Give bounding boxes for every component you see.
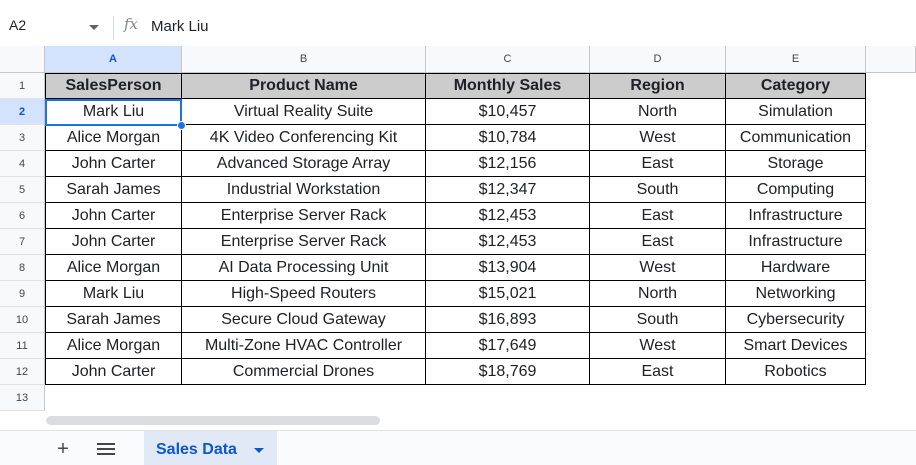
- table-cell[interactable]: Networking: [726, 281, 866, 307]
- table-cell[interactable]: $13,904: [426, 255, 590, 281]
- table-cell[interactable]: $10,457: [426, 99, 590, 125]
- row-header-2[interactable]: 2: [0, 99, 45, 125]
- table-cell[interactable]: Alice Morgan: [45, 255, 182, 281]
- row-header-5[interactable]: 5: [0, 177, 45, 203]
- table-cell[interactable]: Sarah James: [45, 307, 182, 333]
- table-cell[interactable]: $18,769: [426, 359, 590, 385]
- table-cell[interactable]: John Carter: [45, 203, 182, 229]
- table-cell[interactable]: Communication: [726, 125, 866, 151]
- table-cell[interactable]: Simulation: [726, 99, 866, 125]
- table-cell[interactable]: Alice Morgan: [45, 125, 182, 151]
- table-cell[interactable]: Mark Liu: [45, 99, 182, 125]
- row-header-6[interactable]: 6: [0, 203, 45, 229]
- sheet-tab-label: Sales Data: [156, 441, 237, 458]
- sheet-bar: + Sales Data: [0, 430, 916, 465]
- table-cell[interactable]: $16,893: [426, 307, 590, 333]
- table-cell[interactable]: $12,453: [426, 203, 590, 229]
- table-cell[interactable]: Infrastructure: [726, 203, 866, 229]
- table-header-cell[interactable]: Region: [590, 73, 726, 99]
- table-cell[interactable]: AI Data Processing Unit: [182, 255, 426, 281]
- table-cell[interactable]: West: [590, 255, 726, 281]
- table-cell[interactable]: High-Speed Routers: [182, 281, 426, 307]
- chevron-down-icon[interactable]: [254, 448, 264, 453]
- table-cell[interactable]: Infrastructure: [726, 229, 866, 255]
- table-cell[interactable]: Alice Morgan: [45, 333, 182, 359]
- table-cell[interactable]: South: [590, 177, 726, 203]
- table-cell[interactable]: East: [590, 359, 726, 385]
- column-header-d[interactable]: D: [590, 46, 726, 73]
- table-cell[interactable]: West: [590, 125, 726, 151]
- row-header-1[interactable]: 1: [0, 73, 45, 99]
- column-header-a[interactable]: A: [45, 46, 182, 73]
- table-cell[interactable]: John Carter: [45, 151, 182, 177]
- table-cell[interactable]: $12,156: [426, 151, 590, 177]
- row-header-3[interactable]: 3: [0, 125, 45, 151]
- chevron-down-icon[interactable]: [89, 25, 99, 30]
- all-sheets-icon[interactable]: [97, 443, 115, 456]
- table-cell[interactable]: East: [590, 203, 726, 229]
- table-cell[interactable]: Multi-Zone HVAC Controller: [182, 333, 426, 359]
- table-cell[interactable]: Cybersecurity: [726, 307, 866, 333]
- function-icon: fx: [124, 15, 139, 33]
- table-cell[interactable]: Commercial Drones: [182, 359, 426, 385]
- row-header-12[interactable]: 12: [0, 359, 45, 385]
- table-cell[interactable]: Sarah James: [45, 177, 182, 203]
- table-cell[interactable]: Hardware: [726, 255, 866, 281]
- row-header-9[interactable]: 9: [0, 281, 45, 307]
- table-cell[interactable]: 4K Video Conferencing Kit: [182, 125, 426, 151]
- table-cell[interactable]: East: [590, 229, 726, 255]
- table-cell[interactable]: Smart Devices: [726, 333, 866, 359]
- column-header-b[interactable]: B: [182, 46, 426, 73]
- name-box[interactable]: A2: [0, 12, 108, 38]
- table-cell[interactable]: $17,649: [426, 333, 590, 359]
- table-cell[interactable]: Storage: [726, 151, 866, 177]
- table-cell[interactable]: Enterprise Server Rack: [182, 203, 426, 229]
- divider: [113, 16, 114, 40]
- row-header-4[interactable]: 4: [0, 151, 45, 177]
- table-cell[interactable]: Secure Cloud Gateway: [182, 307, 426, 333]
- table-cell[interactable]: $10,784: [426, 125, 590, 151]
- column-header-f[interactable]: [866, 46, 916, 73]
- table-cell[interactable]: North: [590, 281, 726, 307]
- fill-handle[interactable]: [177, 121, 186, 130]
- table-cell[interactable]: John Carter: [45, 229, 182, 255]
- row-header-7[interactable]: 7: [0, 229, 45, 255]
- table-cell[interactable]: $15,021: [426, 281, 590, 307]
- column-header-c[interactable]: C: [426, 46, 590, 73]
- table-cell[interactable]: $12,453: [426, 229, 590, 255]
- sheet-tab-sales-data[interactable]: Sales Data: [144, 431, 277, 465]
- table-cell[interactable]: North: [590, 99, 726, 125]
- row-header-13[interactable]: 13: [0, 385, 45, 411]
- table-cell[interactable]: Robotics: [726, 359, 866, 385]
- horizontal-scrollbar[interactable]: [46, 416, 380, 425]
- table-cell[interactable]: Enterprise Server Rack: [182, 229, 426, 255]
- table-cell[interactable]: South: [590, 307, 726, 333]
- table-cell[interactable]: Advanced Storage Array: [182, 151, 426, 177]
- row-header-8[interactable]: 8: [0, 255, 45, 281]
- select-all-corner[interactable]: [0, 46, 45, 73]
- formula-bar: A2 fx Mark Liu: [0, 0, 916, 46]
- column-header-e[interactable]: E: [726, 46, 866, 73]
- table-cell[interactable]: John Carter: [45, 359, 182, 385]
- table-cell[interactable]: Industrial Workstation: [182, 177, 426, 203]
- table-cell[interactable]: Mark Liu: [45, 281, 182, 307]
- table-header-cell[interactable]: Product Name: [182, 73, 426, 99]
- cell-reference[interactable]: A2: [9, 17, 27, 33]
- table-header-cell[interactable]: SalesPerson: [45, 73, 182, 99]
- table-cell[interactable]: $12,347: [426, 177, 590, 203]
- table-cell[interactable]: West: [590, 333, 726, 359]
- row-header-10[interactable]: 10: [0, 307, 45, 333]
- table-cell[interactable]: East: [590, 151, 726, 177]
- table-cell[interactable]: Computing: [726, 177, 866, 203]
- table-cell[interactable]: Virtual Reality Suite: [182, 99, 426, 125]
- table-header-cell[interactable]: Category: [726, 73, 866, 99]
- plus-icon[interactable]: +: [57, 438, 69, 460]
- formula-input[interactable]: Mark Liu: [151, 18, 209, 35]
- table-header-cell[interactable]: Monthly Sales: [426, 73, 590, 99]
- row-header-11[interactable]: 11: [0, 333, 45, 359]
